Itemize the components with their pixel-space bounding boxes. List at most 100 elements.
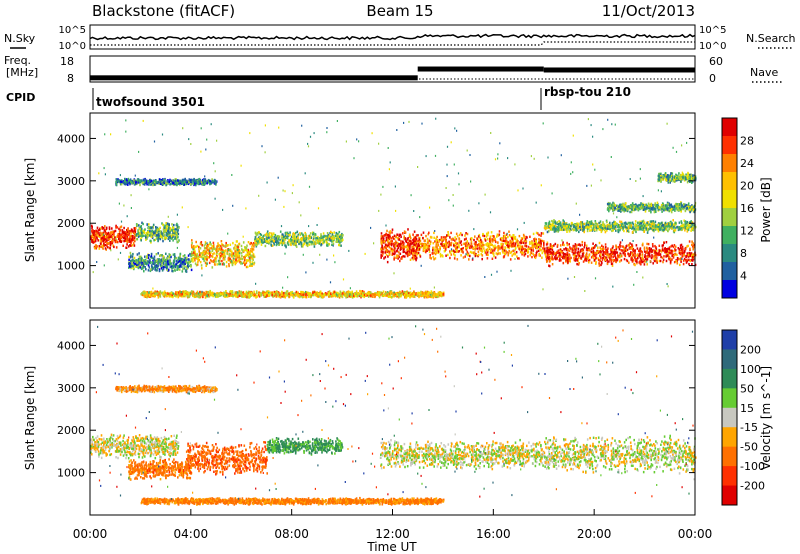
power-echo-point: [234, 262, 237, 266]
power-echo-point: [255, 243, 258, 247]
power-echo-point: [560, 226, 563, 229]
power-echo-point: [131, 244, 134, 247]
power-echo-point: [262, 234, 265, 238]
power-echo-point: [596, 250, 599, 253]
power-echo-point: [544, 251, 546, 254]
power-echo-point: [132, 258, 134, 261]
power-echo-point: [581, 243, 583, 247]
power-echo-point: [597, 249, 600, 253]
power-echo-point: [305, 238, 308, 241]
power-echo-point: [327, 238, 330, 242]
power-echo-point: [195, 245, 197, 248]
power-echo-point: [511, 244, 513, 247]
power-echo-point: [623, 229, 625, 233]
power-echo-point: [671, 252, 673, 255]
power-echo-point: [118, 227, 120, 231]
power-echo-point: [392, 248, 395, 251]
power-echo-point: [204, 241, 207, 244]
power-echo-point: [632, 223, 634, 226]
power-echo-point: [465, 237, 467, 240]
power-echo-point: [136, 223, 139, 227]
power-echo-point: [414, 240, 416, 243]
power-echo-point: [674, 221, 677, 224]
power-echo-point: [502, 239, 505, 242]
power-echo-point: [157, 239, 159, 243]
power-echo-point: [646, 228, 649, 232]
power-echo-point: [399, 233, 402, 236]
power-echo-point: [195, 183, 197, 187]
power-echo-point: [91, 238, 93, 242]
power-echo-point: [109, 244, 112, 247]
power-echo-point: [141, 233, 143, 237]
power-echo-point: [191, 258, 194, 261]
power-echo-point: [686, 220, 689, 224]
power-echo-point: [226, 244, 228, 247]
power-echo-point: [288, 239, 290, 242]
power-echo-point: [641, 244, 644, 247]
power-echo-point: [200, 252, 203, 255]
power-echo-point: [396, 233, 399, 236]
power-echo-point: [104, 229, 107, 232]
power-echo-point: [102, 234, 105, 238]
power-echo-point: [139, 232, 141, 235]
power-echo-point: [245, 254, 247, 257]
power-echo-point: [432, 249, 434, 252]
power-echo-point: [642, 226, 645, 230]
power-echo-point: [237, 259, 240, 262]
power-echo-point: [303, 242, 305, 245]
power-echo-point: [153, 255, 156, 258]
power-echo-point: [629, 225, 631, 228]
power-echo-point: [208, 251, 211, 254]
power-echo-point: [380, 251, 383, 254]
power-echo-point: [384, 246, 386, 249]
power-echo-point: [224, 244, 227, 247]
power-echo-point: [293, 235, 296, 238]
power-echo-point: [235, 261, 237, 264]
power-echo-point: [447, 231, 449, 234]
power-echo-point: [590, 250, 593, 253]
power-echo-point: [104, 243, 107, 247]
power-echo-point: [622, 224, 625, 228]
power-echo-point: [601, 244, 603, 247]
power-echo-point: [192, 180, 194, 183]
power-echo-point: [672, 254, 675, 258]
power-echo-point: [168, 261, 171, 264]
power-echo-point: [601, 258, 604, 261]
power-echo-point: [218, 253, 220, 256]
power-echo-point: [172, 228, 174, 232]
power-echo-point: [244, 246, 247, 249]
power-echo-point: [489, 251, 492, 254]
power-echo-point: [588, 225, 591, 229]
power-echo-point: [625, 245, 627, 248]
power-echo-point: [643, 229, 646, 232]
power-echo-point: [453, 242, 455, 246]
power-echo-point: [622, 245, 624, 248]
power-echo-point: [611, 224, 614, 227]
power-echo-point: [218, 256, 221, 260]
power-echo-point: [631, 244, 634, 247]
power-echo-point: [463, 238, 466, 241]
power-echo-point: [650, 220, 653, 223]
power-echo-point: [218, 262, 220, 266]
power-echo-point: [548, 230, 550, 233]
power-echo-point: [326, 244, 328, 247]
power-echo-point: [551, 228, 554, 231]
power-echo-point: [111, 231, 114, 234]
power-echo-point: [223, 250, 226, 253]
power-echo-point: [632, 248, 634, 252]
power-echo-point: [385, 249, 388, 252]
power-echo-point: [553, 221, 555, 224]
power-echo-points: [90, 117, 697, 299]
power-echo-point: [380, 241, 383, 244]
power-echo-point: [128, 262, 130, 265]
power-echo-point: [599, 259, 601, 262]
power-echo-point: [290, 243, 292, 247]
power-echo-point: [678, 250, 681, 253]
power-echo-point: [93, 245, 96, 249]
power-echo-point: [211, 260, 213, 263]
power-echo-point: [652, 255, 654, 258]
power-echo-point: [159, 254, 162, 257]
power-echo-point: [605, 248, 607, 252]
power-echo-point: [668, 223, 671, 226]
power-echo-point: [176, 268, 178, 271]
